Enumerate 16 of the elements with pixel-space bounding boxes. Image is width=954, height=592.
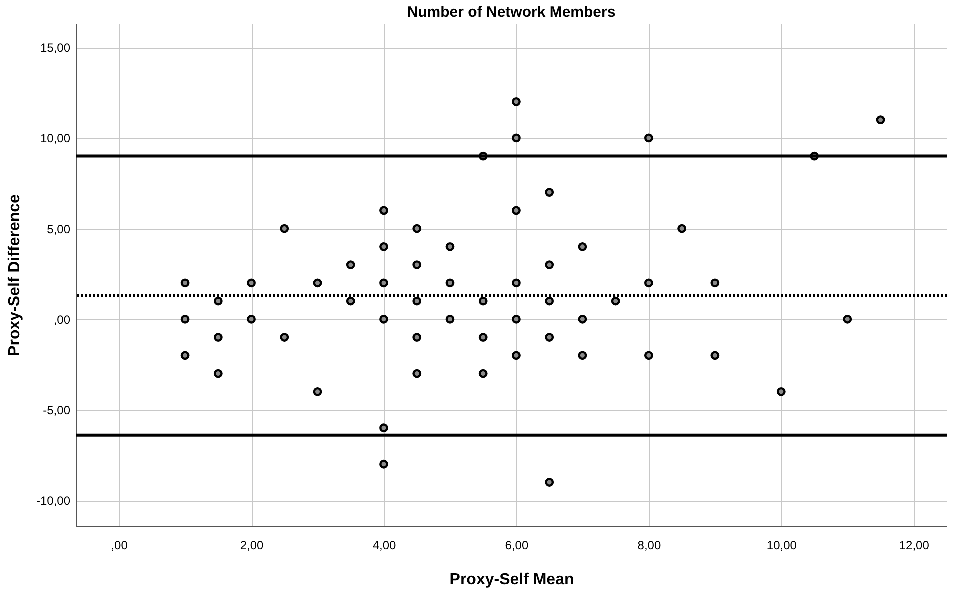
- x-tick-label: 2,00: [240, 538, 264, 552]
- x-tick-label: ,00: [111, 538, 128, 552]
- y-tick-label: 5,00: [47, 222, 71, 236]
- y-axis-title: Proxy-Self Difference: [6, 194, 24, 356]
- x-tick-label: 6,00: [505, 538, 529, 552]
- y-tick-label: ,00: [54, 312, 71, 327]
- x-tick-label: 8,00: [638, 538, 662, 552]
- y-tick-label: -5,00: [43, 404, 71, 418]
- y-tick-label: -10,00: [36, 494, 71, 508]
- x-tick-label: 4,00: [372, 538, 396, 552]
- x-tick-label: 10,00: [766, 538, 798, 552]
- y-tick-label: 10,00: [40, 132, 71, 146]
- chart-title: Number of Network Members: [407, 4, 616, 21]
- x-tick-label: 12,00: [899, 538, 930, 552]
- x-axis-title: Proxy-Self Mean: [450, 572, 574, 588]
- y-tick-label: 15,00: [40, 41, 71, 56]
